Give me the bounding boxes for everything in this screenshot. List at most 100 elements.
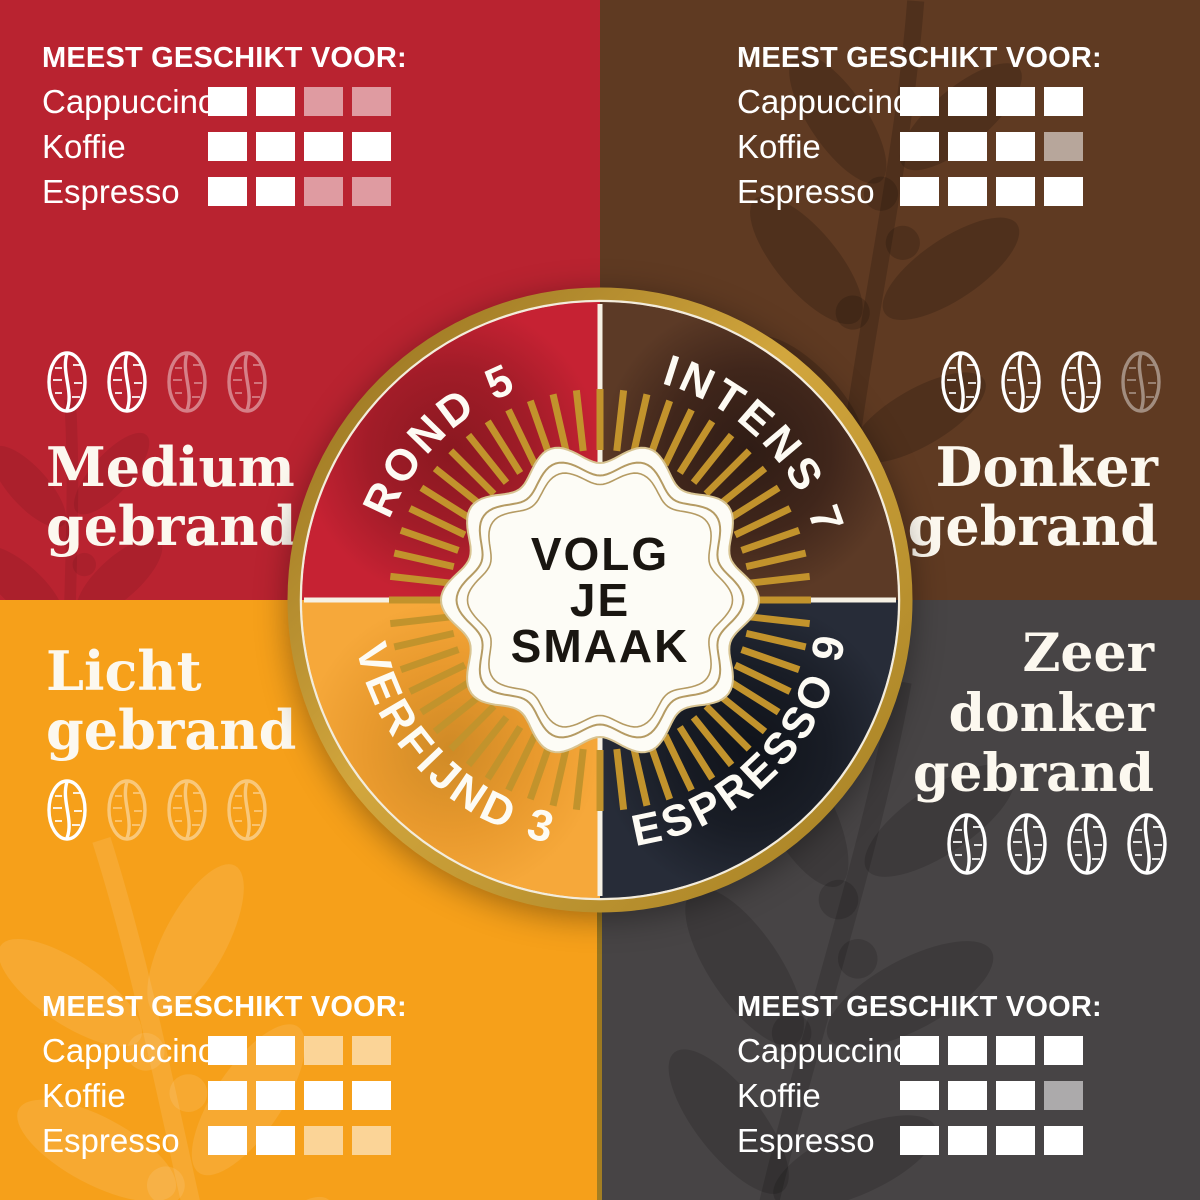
coffee-bean-icon	[227, 351, 267, 413]
rating-cell	[352, 177, 391, 206]
rating-cell	[304, 1081, 343, 1110]
rating-cells	[208, 1081, 391, 1110]
suitability-panel-licht: MEEST GESCHIKT VOOR: Cappuccino Koffie Esp…	[42, 993, 407, 1163]
coffee-bean-icon	[941, 351, 981, 413]
drink-label: Cappuccino	[737, 1031, 912, 1069]
rating-cells	[900, 177, 1083, 206]
rating-cell	[900, 177, 939, 206]
rating-cell	[948, 1036, 987, 1065]
rating-cell	[208, 132, 247, 161]
rating-cell	[304, 177, 343, 206]
rating-cell	[996, 1036, 1035, 1065]
suitability-panel-zeer-donker: MEEST GESCHIKT VOOR: Cappuccino Koffie Esp…	[737, 993, 1102, 1163]
rating-cell	[208, 1036, 247, 1065]
drink-label: Koffie	[737, 1076, 821, 1114]
rating-cell	[1044, 1081, 1083, 1110]
suitability-panel-donker: MEEST GESCHIKT VOOR: Cappuccino Koffie Esp…	[737, 44, 1102, 214]
drink-label: Cappuccino	[737, 82, 912, 120]
rating-cell	[900, 132, 939, 161]
rating-cells	[900, 132, 1083, 161]
roast-title-zeer-donker: Zeer donker gebrand	[912, 623, 1154, 804]
rating-cell	[1044, 177, 1083, 206]
coffee-bean-icon	[167, 779, 207, 841]
suitability-row: Espresso	[42, 169, 407, 214]
coffee-bean-icon	[47, 351, 87, 413]
drink-label: Koffie	[42, 1076, 126, 1114]
rating-cell	[996, 1126, 1035, 1155]
suitability-row: Koffie	[737, 1073, 1102, 1118]
rating-cell	[352, 87, 391, 116]
taste-wheel: VOLG JE SMAAK ROND 5 INTENS 7 VERFIJND 3…	[287, 287, 913, 913]
rating-cell	[1044, 132, 1083, 161]
rating-cells	[900, 1126, 1083, 1155]
rating-cell	[1044, 1126, 1083, 1155]
rating-cell	[948, 132, 987, 161]
rating-cell	[900, 87, 939, 116]
rating-cells	[208, 1126, 391, 1155]
suitability-panel-medium: MEEST GESCHIKT VOOR: Cappuccino Koffie Esp…	[42, 44, 407, 214]
coffee-bean-icon	[227, 779, 267, 841]
suitability-heading: MEEST GESCHIKT VOOR:	[737, 42, 1102, 74]
rating-cell	[352, 1081, 391, 1110]
suitability-row: Espresso	[737, 1118, 1102, 1163]
drink-label: Cappuccino	[42, 82, 217, 120]
suitability-row: Cappuccino	[737, 1028, 1102, 1073]
rating-cell	[352, 132, 391, 161]
roast-title-donker: Donker gebrand	[907, 435, 1158, 559]
rating-cell	[256, 177, 295, 206]
rating-cell	[948, 1126, 987, 1155]
rating-cell	[304, 87, 343, 116]
coffee-bean-icon	[107, 351, 147, 413]
rating-cell	[256, 1036, 295, 1065]
drink-label: Cappuccino	[42, 1031, 217, 1069]
rating-cell	[996, 177, 1035, 206]
badge-text-line: JE	[570, 574, 630, 626]
coffee-bean-icon	[1007, 813, 1047, 875]
rating-cell	[256, 132, 295, 161]
coffee-bean-icon	[167, 351, 207, 413]
coffee-bean-icon	[947, 813, 987, 875]
roast-title-medium: Medium gebrand	[46, 435, 297, 559]
roast-title-licht: Licht gebrand	[46, 639, 297, 763]
rating-cell	[900, 1036, 939, 1065]
badge-text-line: VOLG	[531, 528, 669, 580]
roast-level-beans-licht	[46, 778, 268, 842]
drink-label: Espresso	[737, 1121, 875, 1159]
suitability-row: Koffie	[42, 124, 407, 169]
rating-cell	[996, 132, 1035, 161]
coffee-bean-icon	[1061, 351, 1101, 413]
badge-text-line: SMAAK	[511, 620, 690, 672]
coffee-bean-icon	[1121, 351, 1161, 413]
rating-cell	[900, 1126, 939, 1155]
rating-cell	[948, 177, 987, 206]
coffee-bean-icon	[1067, 813, 1107, 875]
rating-cells	[208, 132, 391, 161]
rating-cell	[208, 1081, 247, 1110]
drink-label: Koffie	[737, 127, 821, 165]
rating-cells	[208, 87, 391, 116]
rating-cell	[208, 87, 247, 116]
rating-cell	[256, 1126, 295, 1155]
suitability-row: Cappuccino	[42, 79, 407, 124]
coffee-bean-icon	[1127, 813, 1167, 875]
rating-cell	[256, 1081, 295, 1110]
rating-cell	[352, 1126, 391, 1155]
rating-cell	[948, 1081, 987, 1110]
rating-cells	[208, 1036, 391, 1065]
rating-cell	[948, 87, 987, 116]
rating-cell	[1044, 87, 1083, 116]
coffee-bean-icon	[1001, 351, 1041, 413]
suitability-heading: MEEST GESCHIKT VOOR:	[42, 991, 407, 1023]
rating-cells	[900, 87, 1083, 116]
drink-label: Espresso	[737, 172, 875, 210]
suitability-row: Koffie	[42, 1073, 407, 1118]
coffee-bean-icon	[47, 779, 87, 841]
suitability-heading: MEEST GESCHIKT VOOR:	[737, 991, 1102, 1023]
suitability-row: Espresso	[737, 169, 1102, 214]
rating-cells	[208, 177, 391, 206]
rating-cell	[256, 87, 295, 116]
drink-label: Koffie	[42, 127, 126, 165]
drink-label: Espresso	[42, 1121, 180, 1159]
rating-cell	[900, 1081, 939, 1110]
